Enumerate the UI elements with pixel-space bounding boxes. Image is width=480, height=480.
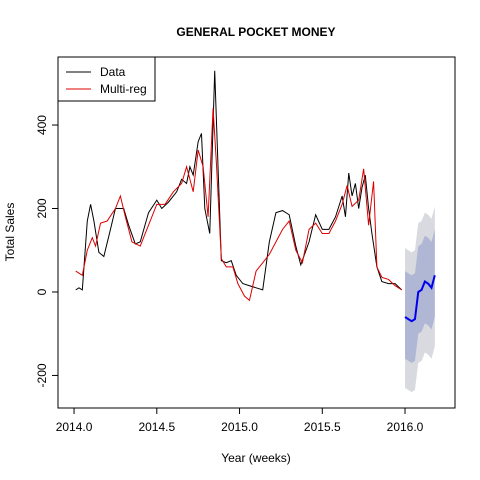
series-line <box>75 108 402 302</box>
legend-label: Data <box>100 65 126 79</box>
y-tick-label: 0 <box>35 288 49 295</box>
x-tick-label: 2015.0 <box>221 420 258 434</box>
x-tick-label: 2014.5 <box>138 420 175 434</box>
x-axis-label: Year (weeks) <box>221 451 291 465</box>
series-line <box>75 70 403 291</box>
y-axis-label: Total Sales <box>3 203 17 262</box>
x-tick-label: 2015.5 <box>304 420 341 434</box>
chart-title: GENERAL POCKET MONEY <box>176 25 335 39</box>
legend-label: Multi-reg <box>100 82 147 96</box>
forecast-line <box>404 275 436 323</box>
legend-box <box>57 56 156 102</box>
y-tick-label: 400 <box>35 115 49 135</box>
plot-frame <box>57 56 456 409</box>
forecast-interval <box>405 229 435 363</box>
y-tick-label: 200 <box>35 198 49 218</box>
x-tick-label: 2016.0 <box>387 420 424 434</box>
y-tick-label: -200 <box>35 363 49 387</box>
x-tick-label: 2014.0 <box>56 420 93 434</box>
